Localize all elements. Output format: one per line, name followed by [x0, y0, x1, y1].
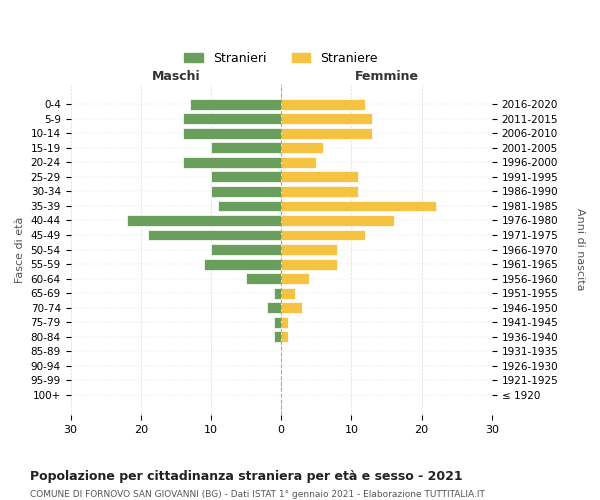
Bar — [281, 244, 337, 255]
Bar — [148, 230, 281, 240]
Bar — [274, 331, 281, 342]
Bar — [218, 200, 281, 211]
Bar — [246, 273, 281, 284]
Bar — [281, 99, 365, 110]
Bar — [274, 316, 281, 328]
Y-axis label: Anni di nascita: Anni di nascita — [575, 208, 585, 291]
Text: Femmine: Femmine — [355, 70, 419, 82]
Bar — [281, 200, 436, 211]
Y-axis label: Fasce di età: Fasce di età — [15, 216, 25, 282]
Bar — [211, 244, 281, 255]
Bar — [190, 99, 281, 110]
Bar — [281, 230, 365, 240]
Bar — [274, 288, 281, 298]
Bar — [281, 316, 288, 328]
Bar — [281, 114, 373, 124]
Bar — [281, 258, 337, 270]
Bar — [211, 186, 281, 197]
Bar — [211, 142, 281, 154]
Bar — [281, 186, 358, 197]
Bar — [281, 331, 288, 342]
Bar — [211, 172, 281, 182]
Bar — [127, 215, 281, 226]
Bar — [183, 157, 281, 168]
Bar — [281, 172, 358, 182]
Text: Maschi: Maschi — [152, 70, 200, 82]
Bar — [281, 157, 316, 168]
Bar — [281, 215, 394, 226]
Bar — [204, 258, 281, 270]
Bar — [281, 288, 295, 298]
Bar — [183, 114, 281, 124]
Bar — [281, 273, 309, 284]
Text: COMUNE DI FORNOVO SAN GIOVANNI (BG) - Dati ISTAT 1° gennaio 2021 - Elaborazione : COMUNE DI FORNOVO SAN GIOVANNI (BG) - Da… — [30, 490, 485, 499]
Bar — [281, 142, 323, 154]
Text: Popolazione per cittadinanza straniera per età e sesso - 2021: Popolazione per cittadinanza straniera p… — [30, 470, 463, 483]
Bar — [267, 302, 281, 313]
Legend: Stranieri, Straniere: Stranieri, Straniere — [179, 47, 383, 70]
Bar — [281, 302, 302, 313]
Bar — [281, 128, 373, 139]
Bar — [183, 128, 281, 139]
